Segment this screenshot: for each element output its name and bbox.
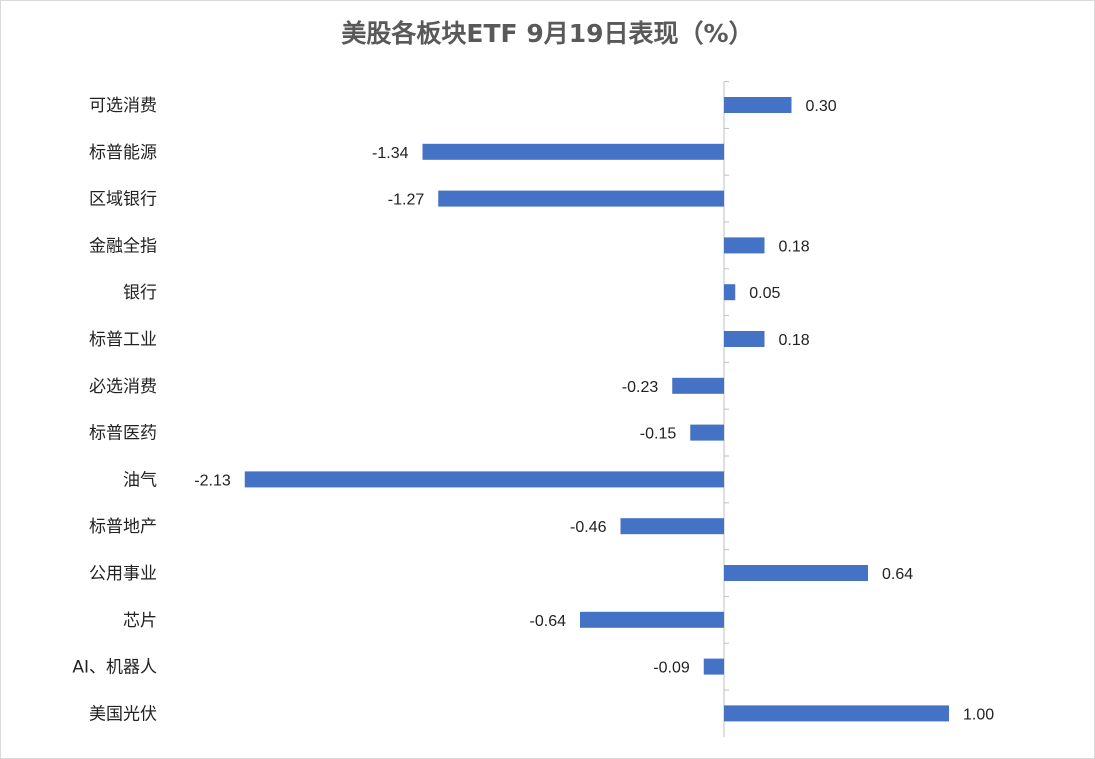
data-label: 0.18 <box>779 332 810 349</box>
category-label: 银行 <box>123 283 157 303</box>
category-label: 必选消费 <box>89 377 157 397</box>
data-label: 0.05 <box>749 285 780 302</box>
bar <box>422 143 724 160</box>
category-label: AI、机器人 <box>72 658 157 678</box>
data-label: 0.64 <box>882 566 913 583</box>
category-label: 区域银行 <box>89 190 157 210</box>
category-label: 可选消费 <box>89 96 157 116</box>
data-label: -0.15 <box>640 426 677 443</box>
category-label: 美国光伏 <box>89 704 157 724</box>
bar <box>690 424 724 441</box>
data-label: 0.18 <box>779 238 810 255</box>
category-label: 公用事业 <box>89 564 157 584</box>
category-label: 标普地产 <box>89 517 157 537</box>
chart-title: 美股各板块ETF 9月19日表现（%） <box>341 19 754 48</box>
bar <box>580 611 724 628</box>
bar <box>724 331 765 347</box>
category-label: 标普医药 <box>89 424 157 444</box>
category-label: 标普能源 <box>89 143 157 163</box>
data-label: -0.09 <box>653 660 690 677</box>
bar <box>724 705 949 722</box>
category-label: 标普工业 <box>89 330 157 350</box>
data-label: -2.13 <box>194 472 231 489</box>
data-label: -0.23 <box>622 379 659 396</box>
bar <box>438 190 724 207</box>
bar <box>724 237 765 254</box>
data-label: -0.64 <box>530 613 567 630</box>
data-label: -1.34 <box>372 145 409 162</box>
data-label: -1.27 <box>388 192 425 209</box>
category-label: 金融全指 <box>89 236 157 256</box>
category-label: 芯片 <box>123 611 157 631</box>
bar <box>724 284 736 301</box>
bar <box>703 658 724 675</box>
bar <box>244 471 724 488</box>
bar <box>672 377 724 394</box>
bar <box>724 565 868 581</box>
category-label: 油气 <box>123 470 157 490</box>
data-label: -0.46 <box>570 519 607 536</box>
bar <box>620 518 724 535</box>
bar <box>724 97 792 113</box>
data-label: 1.00 <box>963 706 994 723</box>
data-label: 0.30 <box>806 98 837 115</box>
